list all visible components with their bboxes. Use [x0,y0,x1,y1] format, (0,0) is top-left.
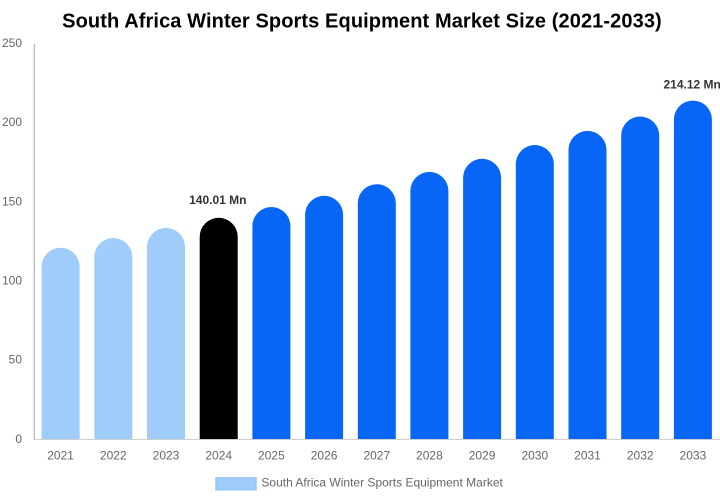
svg-text:2032: 2032 [627,449,654,463]
svg-text:2022: 2022 [100,449,127,463]
svg-text:140.01 Mn: 140.01 Mn [189,193,246,207]
svg-text:2024: 2024 [205,449,232,463]
svg-text:2023: 2023 [153,449,180,463]
svg-text:South Africa Winter Sports Equ: South Africa Winter Sports Equipment Mar… [62,11,662,33]
svg-text:2021: 2021 [47,449,74,463]
svg-text:214.12 Mn: 214.12 Mn [664,77,720,91]
svg-text:2033: 2033 [680,449,707,463]
svg-text:150: 150 [2,194,22,208]
svg-text:200: 200 [2,115,22,129]
svg-text:2028: 2028 [416,449,443,463]
svg-text:2026: 2026 [311,449,338,463]
svg-text:250: 250 [2,36,22,50]
svg-text:2029: 2029 [469,449,496,463]
svg-text:2030: 2030 [521,449,548,463]
svg-text:2031: 2031 [574,449,601,463]
svg-text:0: 0 [15,432,22,446]
svg-text:South Africa Winter Sports Equ: South Africa Winter Sports Equipment Mar… [261,475,503,489]
svg-text:100: 100 [2,274,22,288]
svg-text:2025: 2025 [258,449,285,463]
svg-text:50: 50 [9,353,23,367]
svg-text:2027: 2027 [363,449,390,463]
